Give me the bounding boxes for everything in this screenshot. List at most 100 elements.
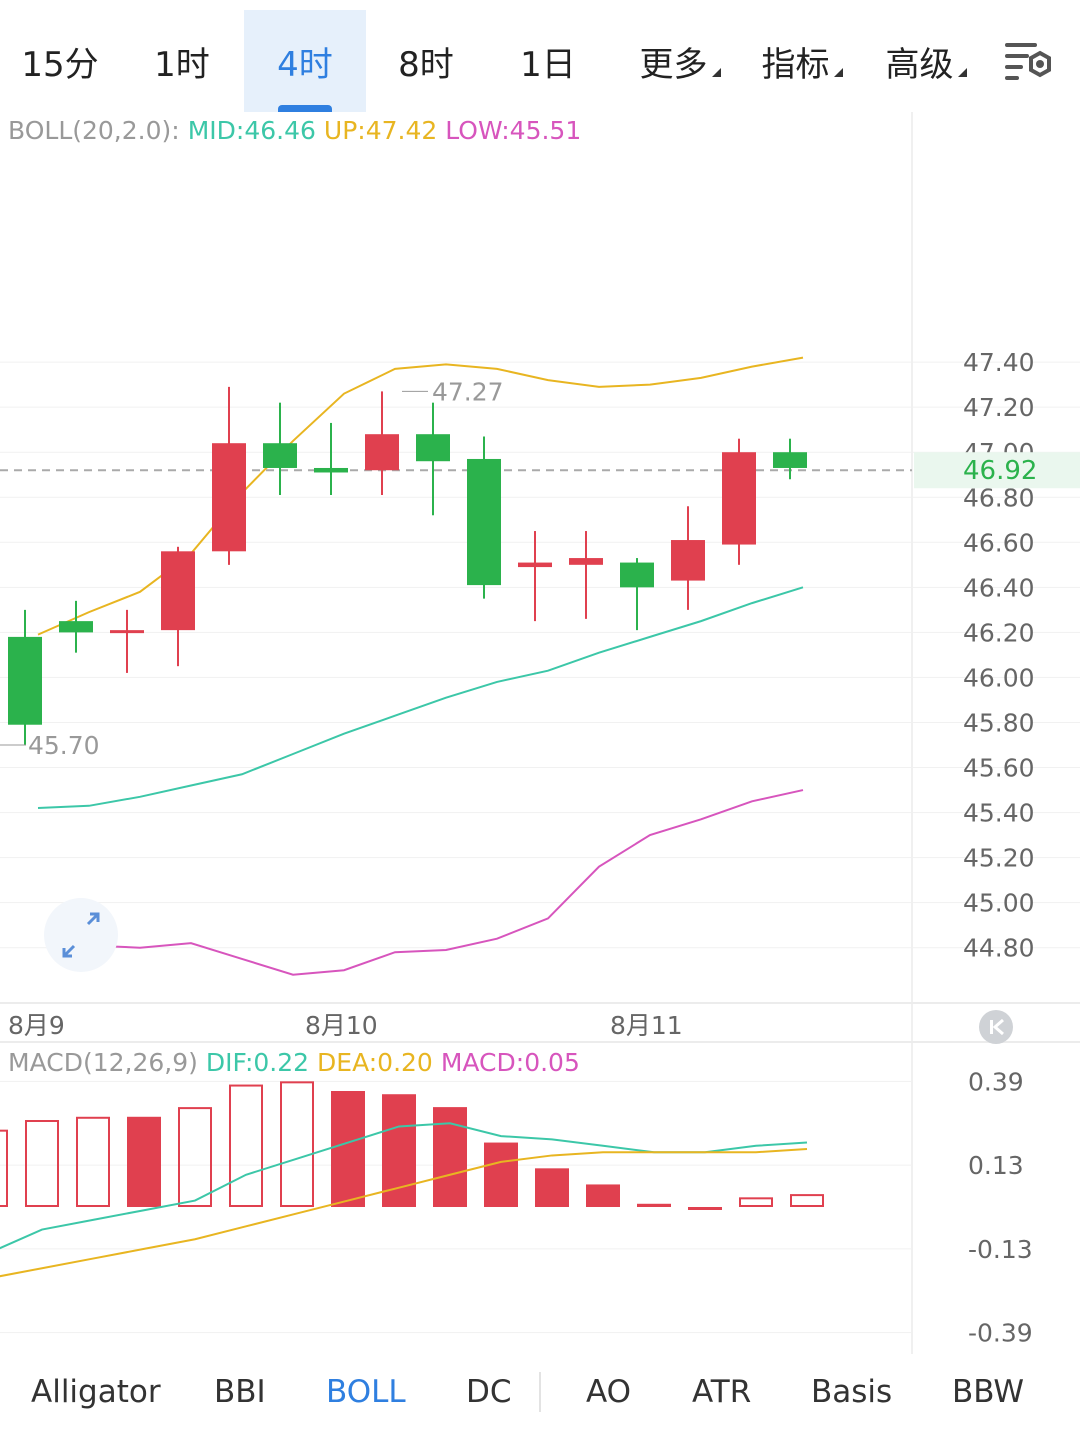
candle-body [416, 434, 450, 462]
tab-dc[interactable]: DC [466, 1354, 512, 1429]
macd-tick-label: -0.13 [968, 1235, 1033, 1264]
boll-mid-value: MID:46.46 [187, 116, 316, 145]
tab-1h[interactable]: 1时 [122, 10, 242, 112]
tab-atr[interactable]: ATR [692, 1354, 751, 1429]
macd-histogram-bar [280, 1081, 314, 1207]
boll-legend: BOLL(20,2.0): MID:46.46 UP:47.42 LOW:45.51 [8, 116, 589, 145]
candle-body [467, 458, 501, 586]
macd-histogram-bar [433, 1107, 467, 1207]
candle-body [314, 467, 348, 473]
macd-histogram-bar [535, 1168, 569, 1207]
macd-tick-label: -0.39 [968, 1319, 1033, 1348]
date-axis-label: 8月10 [305, 1011, 378, 1040]
macd-histogram-bar [586, 1184, 620, 1207]
boll-name: BOLL(20,2.0): [8, 116, 180, 145]
boll-up-value: UP:47.42 [323, 116, 438, 145]
candle-body [161, 551, 195, 631]
macd-dif-value: DIF:0.22 [205, 1048, 310, 1077]
price-tick-label: 46.60 [963, 528, 1035, 557]
candle-body [722, 452, 756, 545]
macd-name: MACD(12,26,9) [8, 1048, 198, 1077]
macd-histogram-bar [229, 1084, 263, 1207]
tab-more-dropdown[interactable]: 更多 [620, 10, 740, 112]
indicator-tab-label: BBI [214, 1373, 266, 1410]
jump-to-latest-button[interactable] [979, 1010, 1013, 1044]
price-tick-label: 46.40 [963, 573, 1035, 602]
tab-indicators-dropdown[interactable]: 指标 [742, 10, 862, 112]
current-price-label: 46.92 [963, 456, 1037, 486]
tab-label: 8时 [398, 44, 454, 85]
tab-label: 1日 [520, 44, 576, 85]
macd-histogram-bar [739, 1197, 773, 1208]
tab-ao[interactable]: AO [586, 1354, 631, 1429]
macd-histogram-bar [0, 1129, 8, 1208]
macd-histogram-bar [178, 1107, 212, 1207]
tab-label: 高级 [885, 44, 954, 85]
tab-4h[interactable]: 4时 [244, 10, 366, 112]
tab-label: 15分 [21, 44, 99, 85]
macd-histogram-bar [76, 1116, 110, 1207]
skip-back-icon [990, 1018, 1004, 1036]
tab-label: 4时 [277, 44, 333, 85]
macd-histogram-bar [637, 1203, 671, 1207]
date-axis-label: 8月11 [610, 1011, 683, 1040]
macd-histogram-bar [790, 1194, 824, 1207]
price-tick-label: 47.20 [963, 393, 1035, 422]
expand-chart-button[interactable] [44, 898, 118, 972]
price-tick-label: 45.00 [963, 889, 1035, 918]
dropdown-corner-icon [711, 67, 721, 77]
macd-dea-value: DEA:0.20 [317, 1048, 433, 1077]
tab-label: 指标 [761, 44, 830, 85]
tab-1d[interactable]: 1日 [488, 10, 608, 112]
indicator-tab-label: Basis [811, 1373, 893, 1410]
tab-15min[interactable]: 15分 [0, 10, 120, 112]
chart-settings-button[interactable] [1003, 40, 1057, 84]
indicator-tab-label: DC [466, 1373, 512, 1410]
dropdown-corner-icon [833, 67, 843, 77]
price-tick-label: 46.20 [963, 618, 1035, 647]
candle-body [110, 630, 144, 634]
candle-body [620, 562, 654, 588]
price-tick-label: 45.80 [963, 708, 1035, 737]
macd-histogram-bar [331, 1091, 365, 1207]
macd-macd-value: MACD:0.05 [440, 1048, 580, 1077]
tab-advanced-dropdown[interactable]: 高级 [866, 10, 986, 112]
tab-divider [539, 1372, 541, 1412]
price-tick-label: 45.40 [963, 799, 1035, 828]
candle-body [671, 540, 705, 581]
candle-body [212, 443, 246, 552]
boll-lower-line [88, 789, 804, 976]
price-tick-label: 47.40 [963, 348, 1035, 377]
price-tick-label: 45.60 [963, 754, 1035, 783]
candle-body [365, 434, 399, 471]
macd-tick-label: 0.13 [968, 1151, 1024, 1180]
dropdown-corner-icon [957, 67, 967, 77]
indicator-tabs: Alligator BBI BOLL DC AO ATR Basis BBW [0, 1354, 1080, 1429]
max-price-label: 47.27 [432, 377, 504, 406]
active-tab-indicator [278, 105, 332, 112]
boll-low-value: LOW:45.51 [445, 116, 582, 145]
price-tick-label: 45.20 [963, 844, 1035, 873]
tab-alligator[interactable]: Alligator [31, 1354, 161, 1429]
indicator-tab-label: BBW [952, 1373, 1025, 1410]
macd-dea-line [0, 1148, 808, 1278]
macd-tick-label: 0.39 [968, 1067, 1024, 1096]
tab-basis[interactable]: Basis [811, 1354, 892, 1429]
date-axis-label: 8月9 [8, 1011, 65, 1040]
timeframe-tabs: 15分 1时 4时 8时 1日 更多 指标 高级 [0, 0, 1080, 112]
current-price-tag [914, 452, 1080, 489]
macd-histogram-bar [127, 1116, 161, 1207]
tab-8h[interactable]: 8时 [366, 10, 486, 112]
price-chart[interactable]: 47.4047.2047.0046.8046.6046.4046.2046.00… [0, 112, 1080, 1354]
tab-label: 1时 [154, 44, 210, 85]
tab-bbw[interactable]: BBW [952, 1354, 1024, 1429]
candle-body [59, 621, 93, 633]
tab-bbi[interactable]: BBI [214, 1354, 266, 1429]
macd-legend: MACD(12,26,9) DIF:0.22 DEA:0.20 MACD:0.05 [8, 1048, 588, 1077]
tab-boll[interactable]: BOLL [326, 1354, 406, 1429]
candle-body [8, 636, 42, 725]
candle-body [518, 562, 552, 568]
candle-body [773, 452, 807, 468]
indicator-tab-label: ATR [692, 1373, 752, 1410]
candle-body [263, 443, 297, 468]
